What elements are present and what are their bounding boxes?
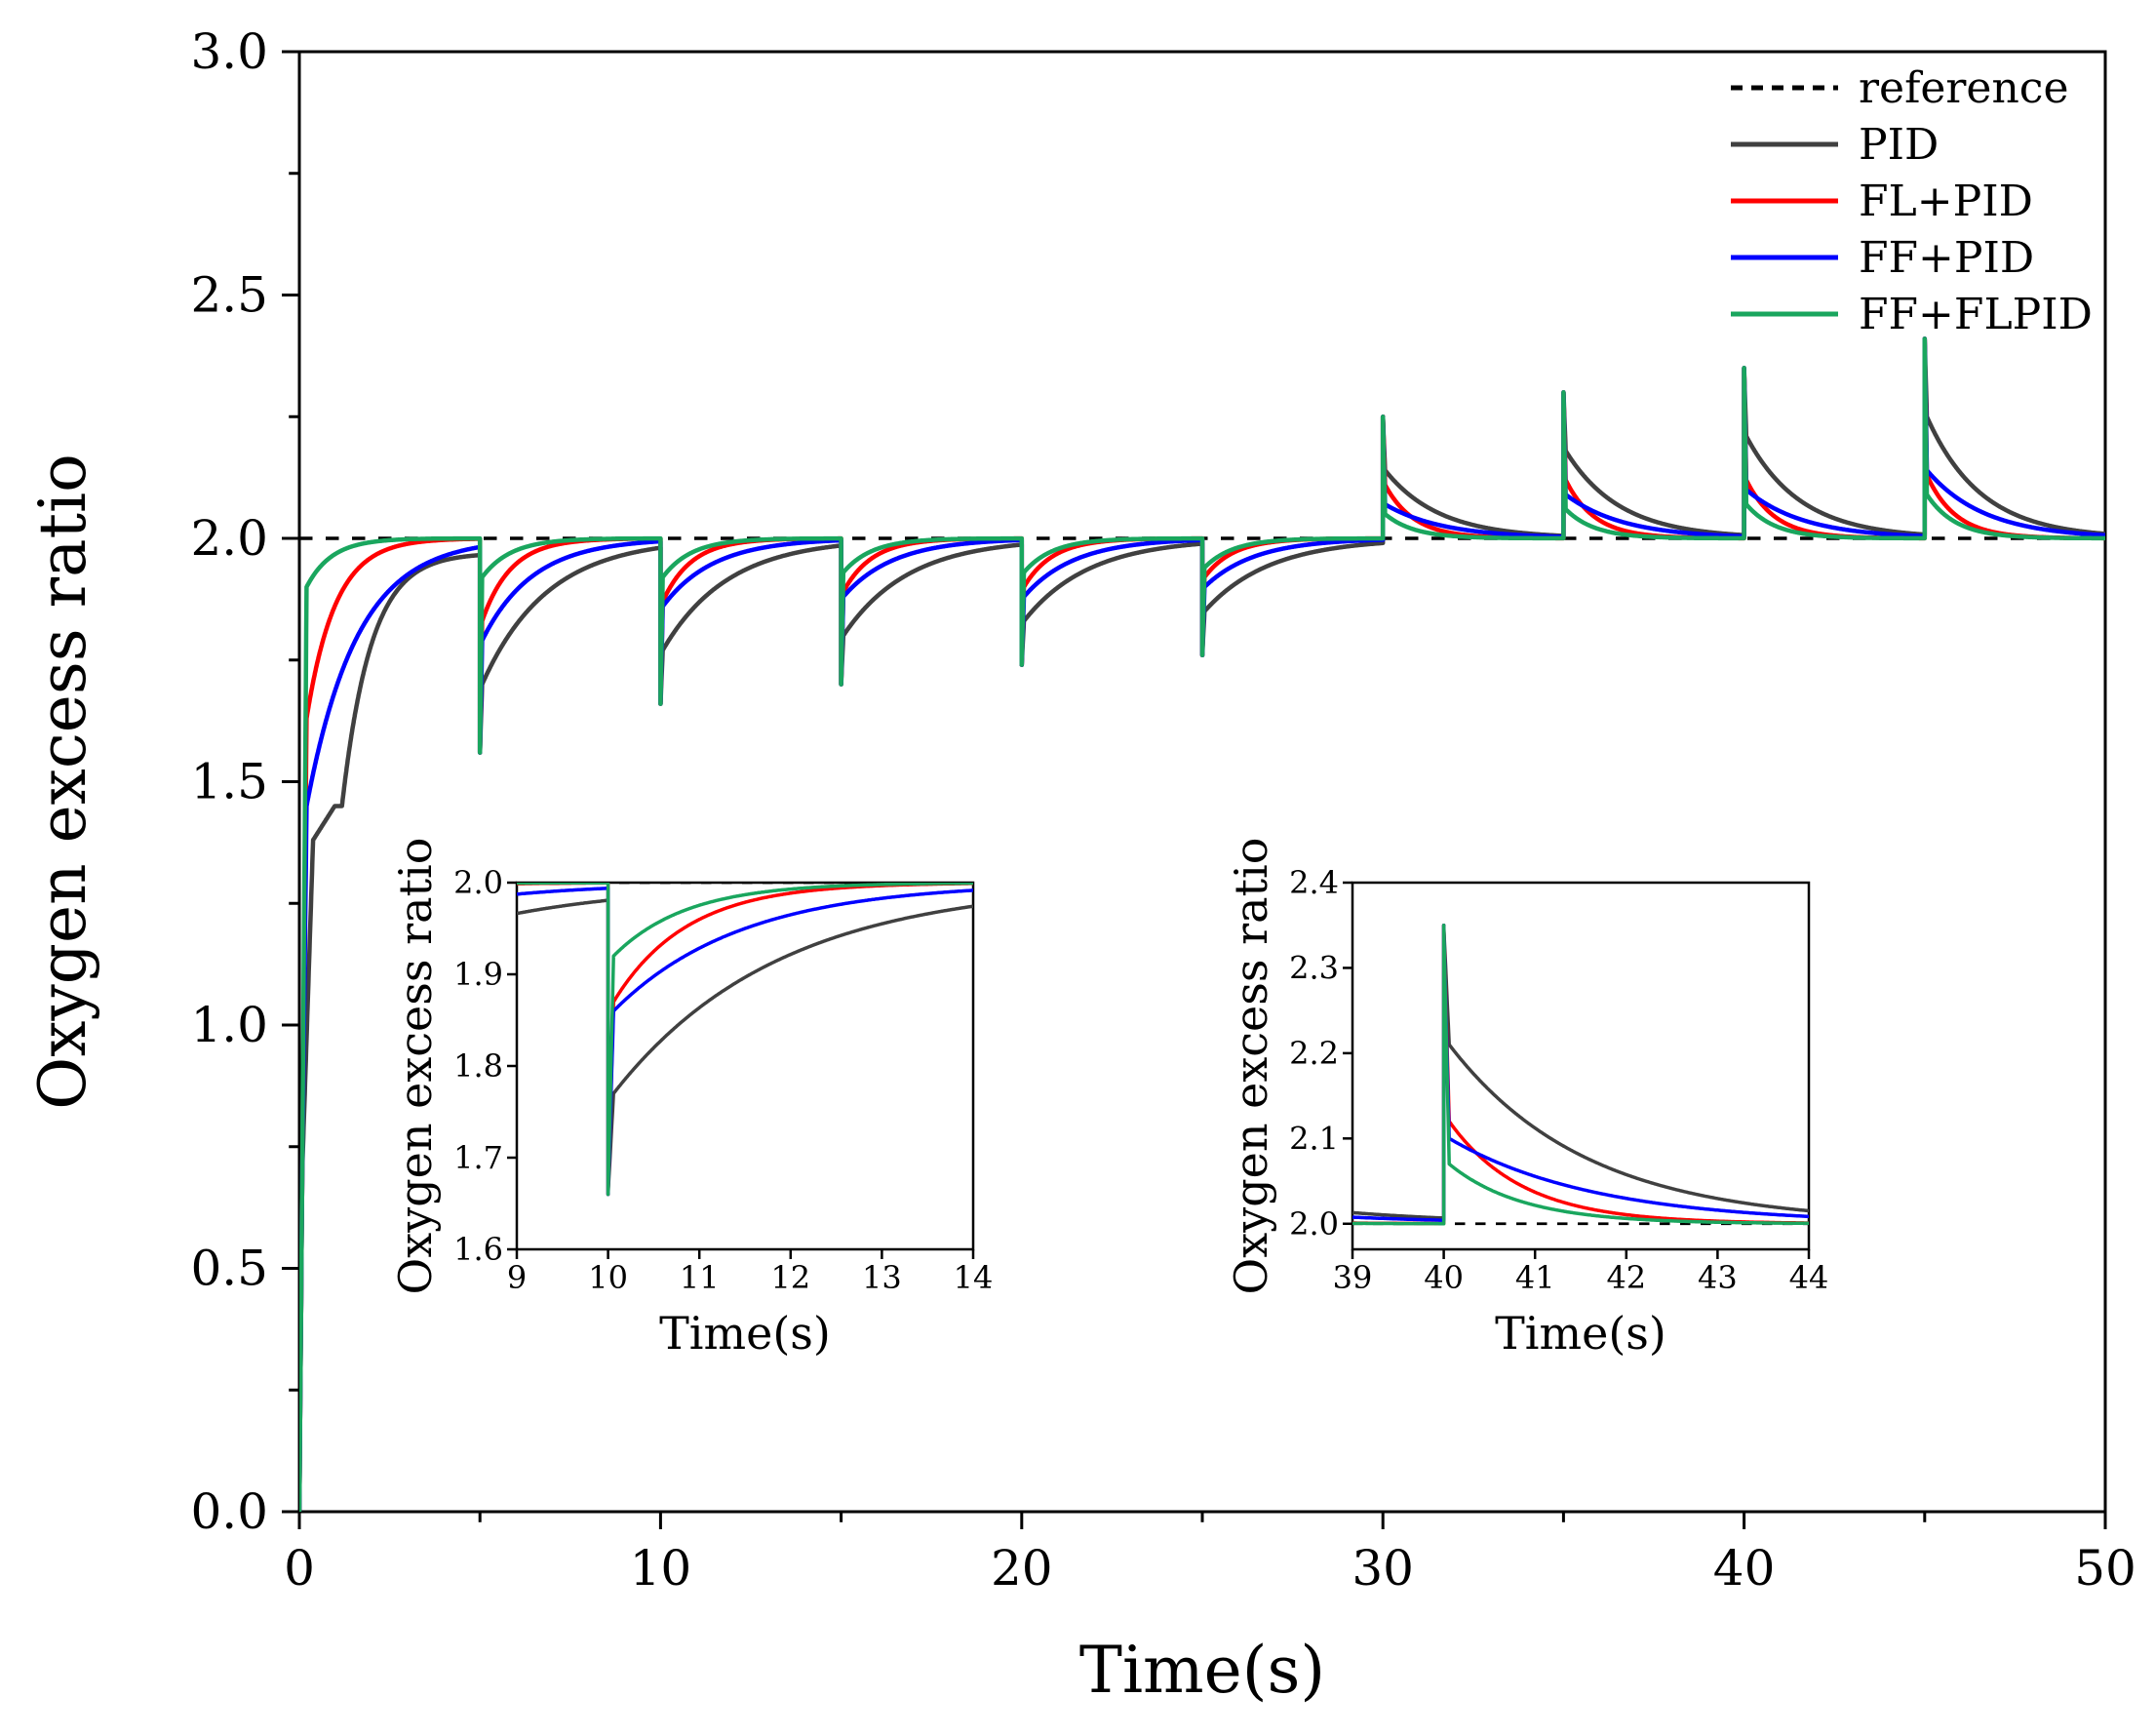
legend-label: FF+PID: [1859, 233, 2034, 283]
inset-1-y-tick-label: 1.7: [453, 1139, 503, 1176]
inset-2-y-tick-label: 2.2: [1289, 1035, 1339, 1072]
inset-1-x-tick-label: 10: [588, 1259, 628, 1296]
inset-1-y-tick-label: 1.9: [453, 956, 503, 993]
inset-2-series-ff-flpid: [1352, 923, 1809, 1226]
inset-1-x-tick-label: 12: [770, 1259, 810, 1296]
inset-2-x-axis-title: Time(s): [1495, 1307, 1666, 1360]
inset-1-series-ff-flpid: [517, 883, 973, 1197]
main-frame: [297, 50, 2107, 1514]
inset-1-y-axis-title: Oxygen excess ratio: [389, 838, 442, 1295]
main-x-tick-label: 40: [1713, 1540, 1776, 1597]
inset-1-x-tick-label: 9: [507, 1259, 527, 1296]
main-x-tick-label: 50: [2074, 1540, 2136, 1597]
main-y-axis-title: Oxygen excess ratio: [25, 454, 100, 1110]
inset-1-series-pid: [517, 898, 973, 1197]
inset-2-y-axis-title: Oxygen excess ratio: [1225, 838, 1277, 1295]
inset-1-x-axis-title: Time(s): [659, 1307, 831, 1360]
inset-2-y-tick-label: 2.0: [1289, 1205, 1339, 1243]
main-x-tick-label: 20: [991, 1540, 1053, 1597]
inset-1-y-tick-label: 1.6: [453, 1231, 503, 1268]
main-y-tick-label: 2.0: [190, 510, 268, 567]
inset-2-y-tick-label: 2.4: [1289, 864, 1339, 901]
inset-1-y-tick-label: 1.8: [453, 1047, 503, 1085]
inset-2-x-tick-label: 39: [1333, 1259, 1373, 1296]
inset-2-frame: [1351, 881, 1811, 1251]
inset-2-x-tick-label: 42: [1606, 1259, 1646, 1296]
main-series-group: [299, 336, 2105, 1512]
inset-1-series-group: [517, 883, 973, 1197]
main-plot: 0 10 20 30 40 50 0.0 0.5 1.0 1.5 2.0 2.5 3.0 Time(s) O…: [25, 23, 2136, 1708]
inset-1-x-tick-label: 13: [862, 1259, 902, 1296]
main-y-tick-label: 2.5: [190, 267, 268, 324]
main-series-ff-flpid: [299, 336, 2105, 1512]
legend-label: reference: [1859, 63, 2069, 113]
inset-plot-2: 39 40 41 42 43 44 2.0 2.1 2.2 2.3 2.4 Time(s) Oxygen…: [1225, 838, 1828, 1360]
main-x-axis-title: Time(s): [1079, 1633, 1325, 1708]
legend: reference PID FL+PID FF+PID FF+FLPID: [1731, 63, 2093, 339]
inset-2-series-pid: [1352, 923, 1809, 1220]
main-x-tick-label: 0: [284, 1540, 315, 1597]
main-x-tick-label: 10: [630, 1540, 692, 1597]
inset-2-y-tick-label: 2.1: [1289, 1120, 1339, 1157]
legend-label: PID: [1859, 120, 1939, 170]
main-y-tick-label: 3.0: [190, 23, 268, 80]
inset-2-x-tick-label: 40: [1424, 1259, 1464, 1296]
inset-1-series-ff-pid: [517, 887, 973, 1197]
inset-2-x-tick-label: 44: [1789, 1259, 1829, 1296]
main-x-tick-label: 30: [1352, 1540, 1414, 1597]
inset-2-series-ff-pid: [1352, 923, 1809, 1222]
legend-label: FL+PID: [1859, 177, 2033, 226]
main-y-tick-label: 0.5: [190, 1241, 268, 1297]
legend-label: FF+FLPID: [1859, 290, 2093, 339]
inset-2-x-tick-label: 41: [1515, 1259, 1555, 1296]
main-y-tick-label: 1.5: [190, 754, 268, 810]
inset-1-frame: [515, 881, 975, 1251]
main-y-tick-label: 0.0: [190, 1483, 268, 1540]
inset-2-series-group: [1352, 923, 1809, 1226]
main-y-tick-label: 1.0: [190, 997, 268, 1053]
inset-2-x-tick-label: 43: [1698, 1259, 1738, 1296]
inset-1-x-tick-label: 14: [954, 1259, 994, 1296]
inset-1-x-tick-label: 11: [680, 1259, 720, 1296]
inset-2-y-tick-label: 2.3: [1289, 949, 1339, 986]
inset-1-y-tick-label: 2.0: [453, 864, 503, 901]
inset-plot-1: 9 10 11 12 13 14 1.6 1.7 1.8 1.9 2.0 Time(s) Oxygen …: [389, 838, 993, 1360]
